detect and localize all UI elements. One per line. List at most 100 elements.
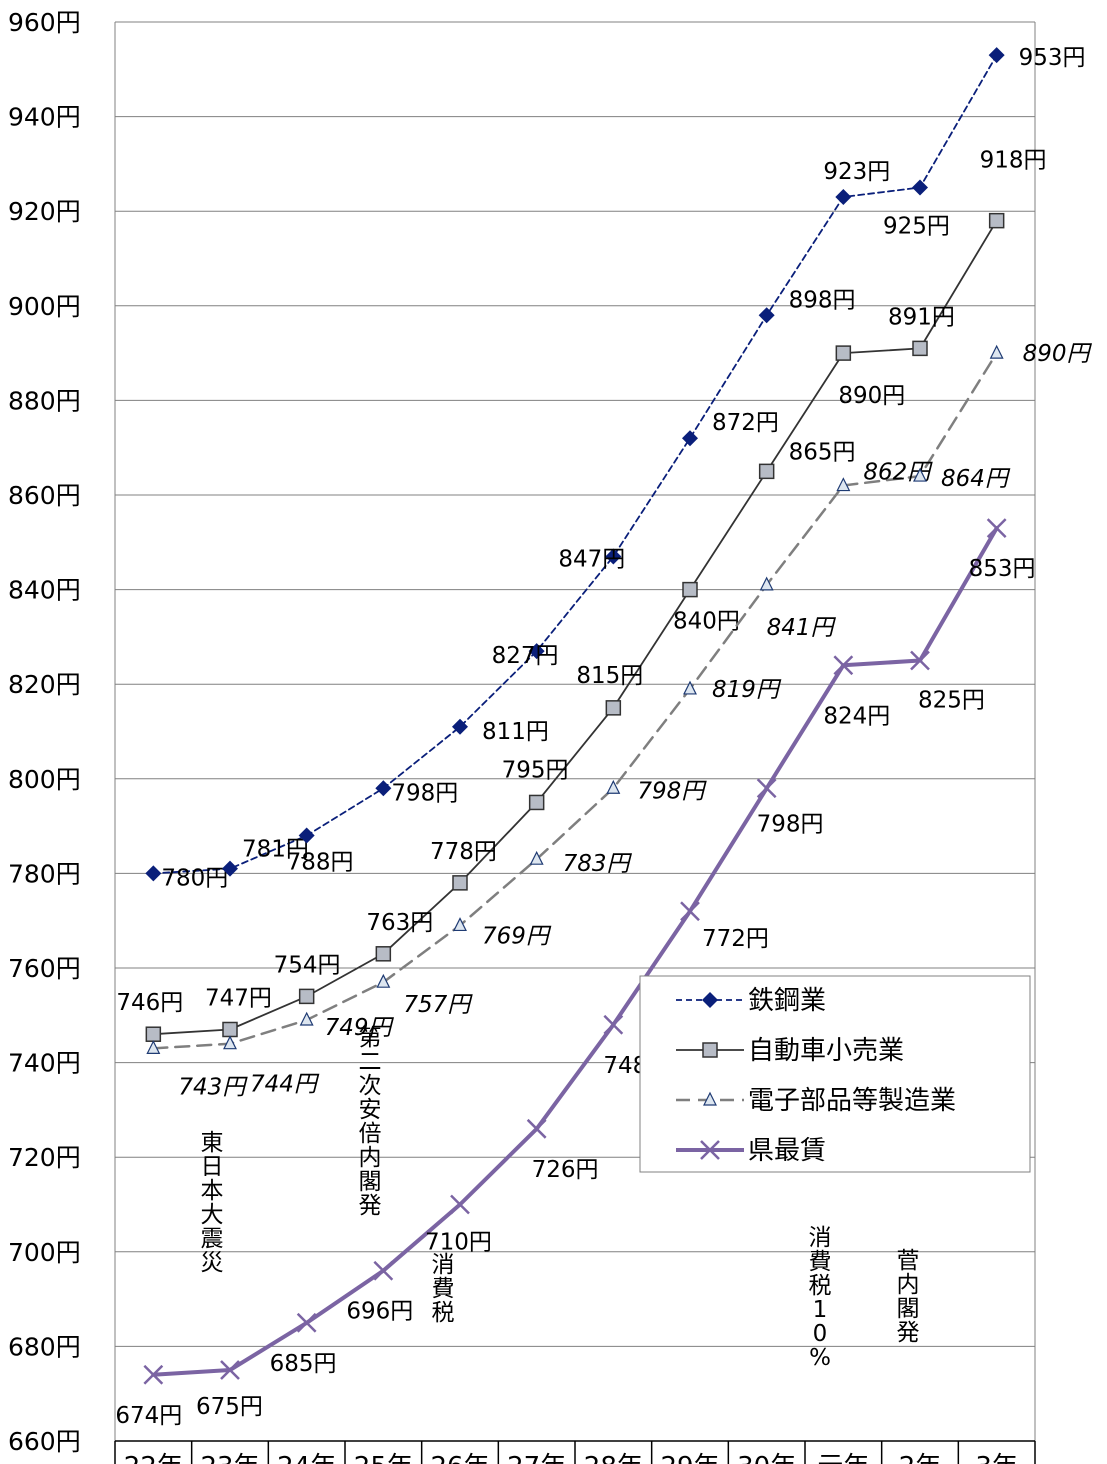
- y-tick-label: 780円: [8, 859, 81, 888]
- legend-marker: [702, 992, 718, 1008]
- data-label: 696円: [346, 1299, 413, 1325]
- legend-marker: [702, 1042, 718, 1058]
- x-tick-label: 28年: [584, 1452, 643, 1464]
- annotation-char: 二: [359, 1049, 382, 1075]
- x-tick-label: 元年: [817, 1452, 869, 1464]
- data-point: [682, 430, 698, 447]
- data-point: [296, 1312, 317, 1333]
- annotation-char: 震: [201, 1226, 224, 1252]
- data-point: [376, 973, 391, 988]
- annotation-char: 1: [813, 1297, 828, 1323]
- data-point: [528, 643, 545, 660]
- data-label: 757円: [403, 992, 473, 1018]
- data-label: 763円: [366, 910, 433, 936]
- data-point: [988, 47, 1005, 64]
- data-label: 953円: [1019, 45, 1086, 71]
- gridlines: [114, 21, 1036, 1464]
- data-label: 778円: [430, 839, 497, 865]
- y-tick-label: 920円: [8, 197, 81, 226]
- data-label: 815円: [576, 663, 643, 689]
- data-point: [299, 1011, 314, 1026]
- data-label: 675円: [196, 1394, 263, 1420]
- data-point: [605, 548, 622, 565]
- data-point: [452, 718, 468, 735]
- data-point: [912, 340, 928, 357]
- x-axis: 22年 23年 24年 25年 26年 27年 28年 29年 30年 元年 2年 3年: [114, 1440, 1036, 1464]
- data-point: [682, 581, 698, 598]
- data-point: [528, 794, 545, 811]
- data-point: [913, 467, 927, 482]
- y-tick-label: 760円: [8, 954, 81, 983]
- data-point: [910, 650, 930, 671]
- annotation-char: 発: [359, 1193, 382, 1219]
- data-point: [373, 1260, 394, 1281]
- x-tick-label: 24年: [277, 1452, 336, 1464]
- data-label: 747円: [205, 985, 272, 1011]
- data-label: 798円: [391, 780, 458, 806]
- x-tick-label: 30年: [737, 1452, 796, 1464]
- data-point: [605, 700, 622, 716]
- data-label: 746円: [116, 990, 183, 1016]
- y-tick-label: 720円: [8, 1143, 81, 1172]
- data-point: [758, 307, 775, 324]
- legend-item-2: 電子部品等製造業: [676, 1086, 956, 1116]
- y-axis: 660円 680円 700円 720円 740円 760円 780円 800円 820円 840円…: [8, 8, 81, 1456]
- data-label: 847円: [558, 546, 625, 572]
- data-label: 891円: [888, 304, 955, 330]
- data-point: [836, 477, 851, 492]
- data-point: [222, 860, 238, 877]
- series-line: [152, 54, 998, 875]
- y-tick-label: 700円: [8, 1238, 81, 1267]
- annotation-char: 第: [359, 1025, 382, 1051]
- data-label: 827円: [492, 643, 559, 669]
- data-point: [145, 1026, 162, 1042]
- data-point: [758, 463, 775, 480]
- y-tick-label: 740円: [8, 1049, 81, 1078]
- data-point: [986, 518, 1007, 538]
- annotation-char: 菅: [897, 1248, 920, 1274]
- data-point: [680, 901, 700, 922]
- y-tick-label: 680円: [8, 1332, 81, 1361]
- data-point: [375, 946, 392, 962]
- legend-label: 自動車小売業: [748, 1036, 904, 1066]
- annotation-char: 倍: [359, 1121, 382, 1147]
- x-tick-label: 3年: [975, 1452, 1018, 1464]
- data-point: [912, 179, 928, 196]
- data-point: [603, 1014, 624, 1035]
- data-label: 783円: [563, 851, 633, 877]
- data-label: 890円: [1023, 341, 1093, 367]
- annotation-char: 内: [359, 1145, 382, 1171]
- data-label: 819円: [712, 677, 782, 703]
- data-label: 811円: [482, 719, 549, 745]
- data-label: 918円: [980, 148, 1047, 174]
- data-label: 674円: [115, 1403, 182, 1429]
- legend-marker: [703, 1091, 717, 1106]
- data-label: 798円: [637, 778, 707, 804]
- annotation-2: 消費税: [432, 1252, 455, 1326]
- annotation-char: 災: [201, 1250, 224, 1276]
- data-label: 890円: [838, 383, 905, 409]
- data-label: 923円: [823, 159, 890, 185]
- y-tick-label: 900円: [8, 292, 81, 321]
- y-tick-label: 840円: [8, 576, 81, 605]
- series-line: [152, 351, 998, 1050]
- x-tick-label: 27年: [507, 1452, 566, 1464]
- annotation-char: 費: [432, 1276, 455, 1302]
- data-label: 872円: [712, 410, 779, 436]
- data-point: [375, 780, 392, 797]
- legend-item-1: 自動車小売業: [676, 1036, 904, 1066]
- data-label: 925円: [883, 214, 950, 240]
- annotation-char: 0: [813, 1321, 828, 1347]
- series-2: 743円 744円749円757円769円783円798円819円841円862円…: [146, 341, 1093, 1100]
- data-point: [526, 1118, 547, 1139]
- x-tick-label: 22年: [124, 1452, 183, 1464]
- data-label: 840円: [673, 609, 740, 635]
- data-label: 710円: [425, 1230, 492, 1256]
- data-label: 788円: [287, 850, 354, 876]
